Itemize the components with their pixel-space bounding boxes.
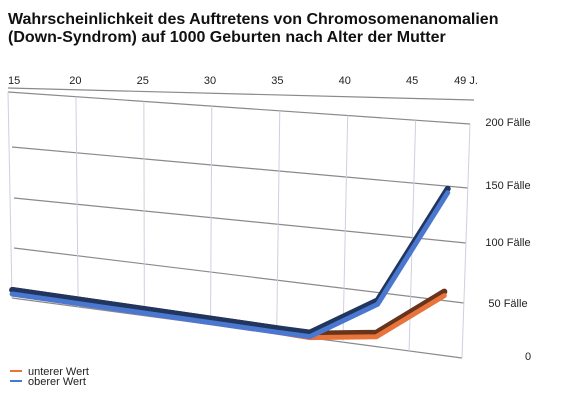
legend-label: oberer Wert (28, 376, 86, 388)
x-gridline (210, 106, 213, 325)
y-gridline (13, 247, 465, 304)
x-tick-label: 45 (406, 75, 418, 87)
grid (7, 87, 475, 359)
y-tick-label: 150 Fälle (485, 180, 530, 192)
legend-label: unterer Wert (28, 366, 89, 378)
y-tick-label: 200 Fälle (485, 117, 530, 129)
x-tick-label: 35 (271, 75, 283, 87)
series (9, 185, 451, 341)
series-line (9, 190, 451, 340)
x-gridline (342, 115, 349, 343)
x-tick-label: 49 J. (454, 75, 478, 87)
chart-title-line-1: Wahrscheinlichkeit des Auftretens von Ch… (8, 11, 498, 28)
x-gridline (75, 96, 79, 307)
x-axis-line (7, 87, 475, 101)
x-gridline (461, 123, 471, 359)
x-gridline (276, 110, 281, 334)
x-tick-label: 30 (204, 75, 216, 87)
y-tick-label: 100 Fälle (485, 237, 530, 249)
chart-title-line-2: (Down-Syndrom) auf 1000 Geburten nach Al… (8, 29, 446, 46)
x-tick-label: 15 (8, 75, 20, 87)
y-tick-label: 0 (525, 351, 531, 363)
x-tick-label: 20 (69, 75, 81, 87)
x-gridline (7, 91, 13, 299)
x-tick-label: 25 (137, 75, 149, 87)
axis-ticks: 15 20 25 30 35 40 45 49 J. 0 50 Fälle 100 Fälle 150… (8, 75, 531, 363)
y-gridline (11, 146, 469, 189)
y-gridline (7, 91, 471, 125)
y-tick-label: 50 Fälle (488, 298, 527, 310)
x-tick-label: 40 (339, 75, 351, 87)
y-gridline (13, 197, 467, 244)
